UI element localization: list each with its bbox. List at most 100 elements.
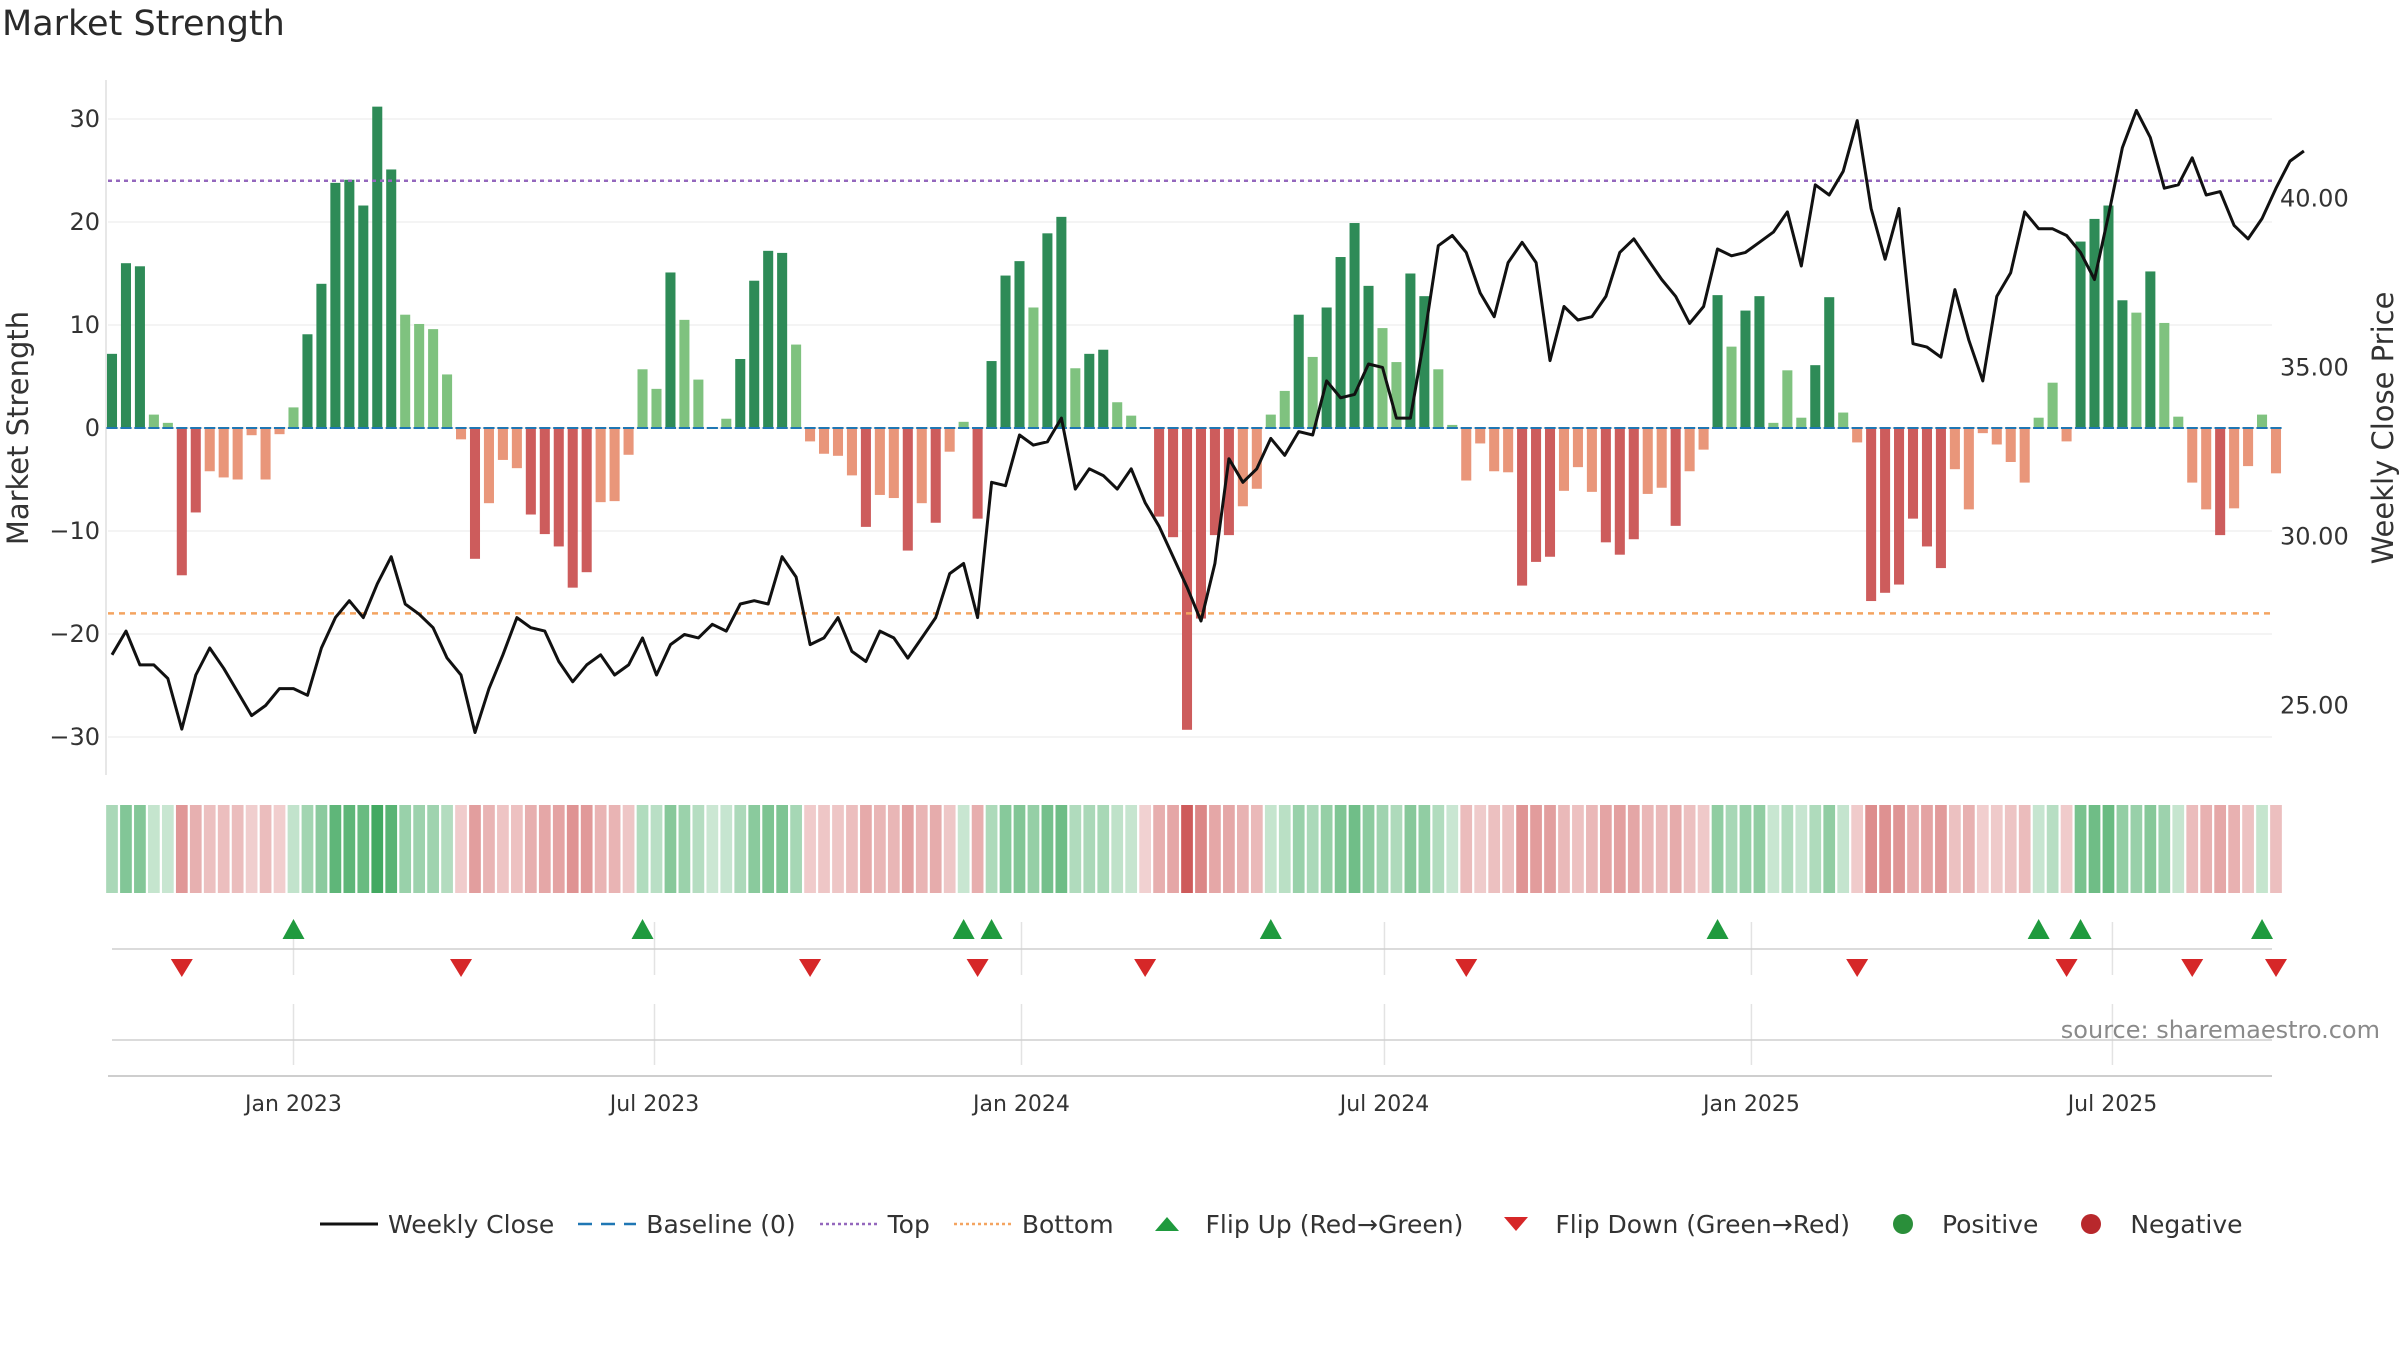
- strength-bar: [1419, 296, 1430, 428]
- strength-bar: [1307, 356, 1318, 428]
- band-cell: [1558, 805, 1570, 893]
- strength-bar: [916, 428, 927, 504]
- band-cell: [2172, 805, 2185, 893]
- strength-bar: [1991, 428, 2002, 445]
- strength-bar: [2215, 428, 2226, 536]
- band-cell: [2158, 805, 2171, 893]
- band-cell: [1139, 805, 1151, 893]
- band-cell: [413, 805, 426, 893]
- band-cell: [524, 805, 537, 893]
- strength-bar: [930, 428, 941, 523]
- strength-bar: [1349, 223, 1360, 428]
- strength-bar: [246, 428, 257, 436]
- strength-bar: [1209, 428, 1220, 536]
- strength-bar: [1782, 370, 1793, 428]
- strength-bar: [372, 106, 383, 428]
- flip-down-marker: [450, 959, 473, 977]
- strength-bar: [1894, 428, 1905, 585]
- band-cell: [399, 805, 412, 893]
- strength-bar: [1433, 369, 1444, 428]
- legend-label: Flip Up (Red→Green): [1205, 1209, 1464, 1239]
- strength-bar: [1698, 428, 1709, 450]
- strength-bar: [2117, 300, 2128, 428]
- strength-bar: [693, 379, 704, 428]
- strength-bar: [1265, 414, 1276, 428]
- flip-down-marker: [1846, 959, 1869, 977]
- strength-bar: [2173, 416, 2184, 428]
- strength-bar: [1042, 233, 1053, 428]
- strength-bar: [232, 428, 243, 480]
- strength-bar: [1684, 428, 1695, 472]
- band-cell: [566, 805, 579, 893]
- band-cell: [1083, 805, 1096, 893]
- band-cell: [1572, 805, 1584, 893]
- strength-bar: [1112, 402, 1123, 428]
- strength-bar: [2270, 428, 2282, 474]
- strength-bar: [204, 428, 215, 472]
- strength-bar: [274, 428, 285, 435]
- band-cell: [2228, 805, 2240, 893]
- band-cell: [580, 805, 593, 893]
- legend-label: Weekly Close: [388, 1209, 555, 1239]
- strength-bar: [1405, 273, 1416, 428]
- strength-bar: [567, 428, 578, 588]
- band-cell: [804, 805, 816, 893]
- band-cell: [1641, 805, 1654, 893]
- band-cell: [636, 805, 649, 893]
- band-cell: [1935, 805, 1947, 893]
- band-cell: [664, 805, 677, 893]
- strength-bar: [651, 388, 662, 428]
- flip-down-marker: [2265, 959, 2287, 977]
- band-cell: [1209, 805, 1221, 893]
- legend-item: Negative: [2060, 1209, 2243, 1239]
- strength-bar: [902, 428, 913, 551]
- band-cell: [1390, 805, 1403, 893]
- strength-bar: [1475, 428, 1486, 444]
- band-cell: [315, 805, 328, 893]
- left-tick-label: −20: [49, 620, 100, 648]
- strength-bar: [344, 179, 355, 428]
- band-cell: [1041, 805, 1054, 893]
- band-cell: [1348, 805, 1361, 893]
- strength-bar: [1447, 424, 1458, 428]
- band-cell: [1278, 805, 1291, 893]
- strength-bar: [1084, 353, 1095, 428]
- band-cell: [497, 805, 509, 893]
- strength-bar: [1070, 368, 1081, 428]
- band-cell: [832, 805, 844, 893]
- strength-bar: [2033, 417, 2044, 428]
- strength-bar: [2019, 428, 2030, 483]
- strength-bar: [1949, 428, 1960, 470]
- strength-bar: [763, 250, 774, 428]
- strength-bar: [791, 344, 802, 428]
- band-cell: [790, 805, 802, 893]
- strength-bar: [818, 428, 830, 454]
- strength-bar: [2257, 414, 2268, 428]
- circle-icon: [2060, 1209, 2122, 1239]
- band-cell: [1711, 805, 1724, 893]
- band-cell: [2102, 805, 2115, 893]
- strength-bar: [1293, 314, 1304, 428]
- axis-labels: 30 20 10 0 −10 −20 −30 40.00 35.00 30.00 25.00 Mark…: [1, 105, 2400, 1117]
- strength-bar: [400, 314, 411, 428]
- band-cell: [1069, 805, 1082, 893]
- strength-bar: [2131, 312, 2142, 428]
- strength-bar: [120, 263, 131, 428]
- band-cell: [1237, 805, 1249, 893]
- strength-bar: [2061, 428, 2072, 442]
- strength-bar: [1335, 257, 1346, 428]
- strength-bar: [1056, 216, 1067, 428]
- band-cell: [1683, 805, 1696, 893]
- strength-bar: [623, 428, 634, 455]
- band-cell: [329, 805, 342, 893]
- dotted-line-icon: [952, 1209, 1014, 1239]
- strength-bar: [1572, 428, 1583, 468]
- band-cell: [1153, 805, 1165, 893]
- band-cell: [608, 805, 621, 893]
- strength-bar: [1363, 285, 1374, 428]
- right-axis-title: Weekly Close Price: [2366, 292, 2400, 565]
- strength-bar: [1517, 428, 1528, 586]
- band-cell: [1530, 805, 1542, 893]
- strength-bar: [2145, 271, 2156, 428]
- strength-bar: [1656, 428, 1667, 488]
